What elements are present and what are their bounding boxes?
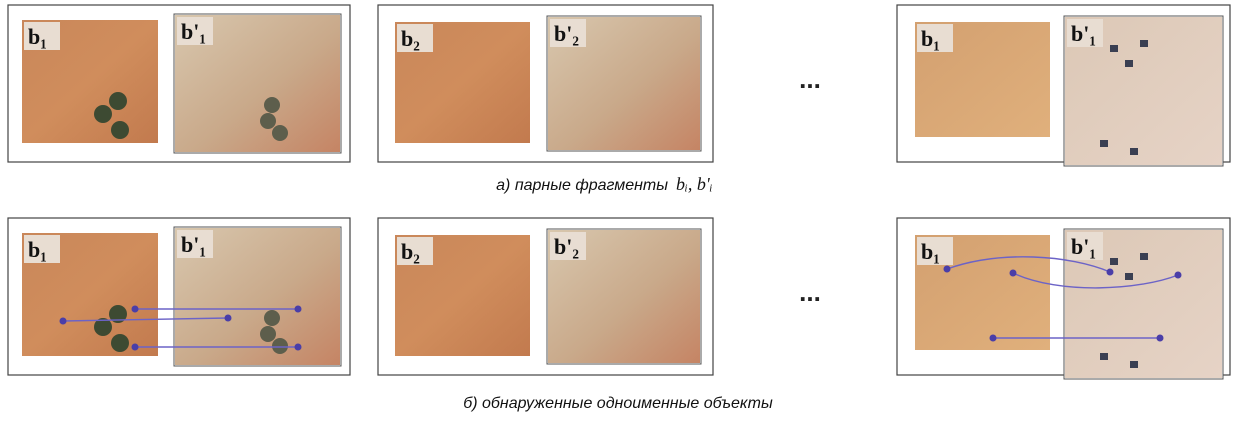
formula: bᵢ, b'ᵢ xyxy=(676,174,713,194)
field-circle xyxy=(264,310,280,326)
building xyxy=(1100,353,1108,360)
image-label: b₁ xyxy=(921,26,940,51)
match-point xyxy=(295,306,302,313)
field-circle xyxy=(111,121,129,139)
field-circle xyxy=(109,92,127,110)
match-point xyxy=(132,306,139,313)
match-point xyxy=(990,335,997,342)
field-circle xyxy=(260,326,276,342)
match-point xyxy=(132,344,139,351)
building xyxy=(1140,253,1148,260)
building xyxy=(1140,40,1148,47)
ellipsis: ... xyxy=(799,64,821,94)
building xyxy=(1130,148,1138,155)
building xyxy=(1110,45,1118,52)
match-point xyxy=(60,318,67,325)
figure: b₁ b'₁ b₂ b'₂ b₁ b'₁... а) парные фрагменты bᵢ,… xyxy=(0,0,1237,421)
image-label: b'₁ xyxy=(1071,234,1096,259)
building xyxy=(1130,361,1138,368)
image-label: b₂ xyxy=(401,26,420,51)
image-label: b₁ xyxy=(28,237,47,262)
building xyxy=(1125,60,1133,67)
image-label: b₁ xyxy=(921,239,940,264)
match-point xyxy=(1175,272,1182,279)
building xyxy=(1100,140,1108,147)
ellipsis: ... xyxy=(799,277,821,307)
caption: а) парные фрагменты xyxy=(496,177,668,194)
match-point xyxy=(1157,335,1164,342)
caption: б) обнаруженные одноименные объекты xyxy=(463,395,773,412)
building xyxy=(1110,258,1118,265)
match-point xyxy=(944,266,951,273)
field-circle xyxy=(272,338,288,354)
match-point xyxy=(225,315,232,322)
field-circle xyxy=(272,125,288,141)
image-label: b'₁ xyxy=(1071,21,1096,46)
field-circle xyxy=(260,113,276,129)
image-label: b'₁ xyxy=(181,232,206,257)
image-label: b'₂ xyxy=(554,234,579,259)
image-label: b'₁ xyxy=(181,19,206,44)
image-label: b₁ xyxy=(28,24,47,49)
match-point xyxy=(295,344,302,351)
field-circle xyxy=(94,105,112,123)
image-label: b'₂ xyxy=(554,21,579,46)
image-label: b₂ xyxy=(401,239,420,264)
building xyxy=(1125,273,1133,280)
field-circle xyxy=(264,97,280,113)
match-point xyxy=(1107,269,1114,276)
match-point xyxy=(1010,270,1017,277)
field-circle xyxy=(111,334,129,352)
